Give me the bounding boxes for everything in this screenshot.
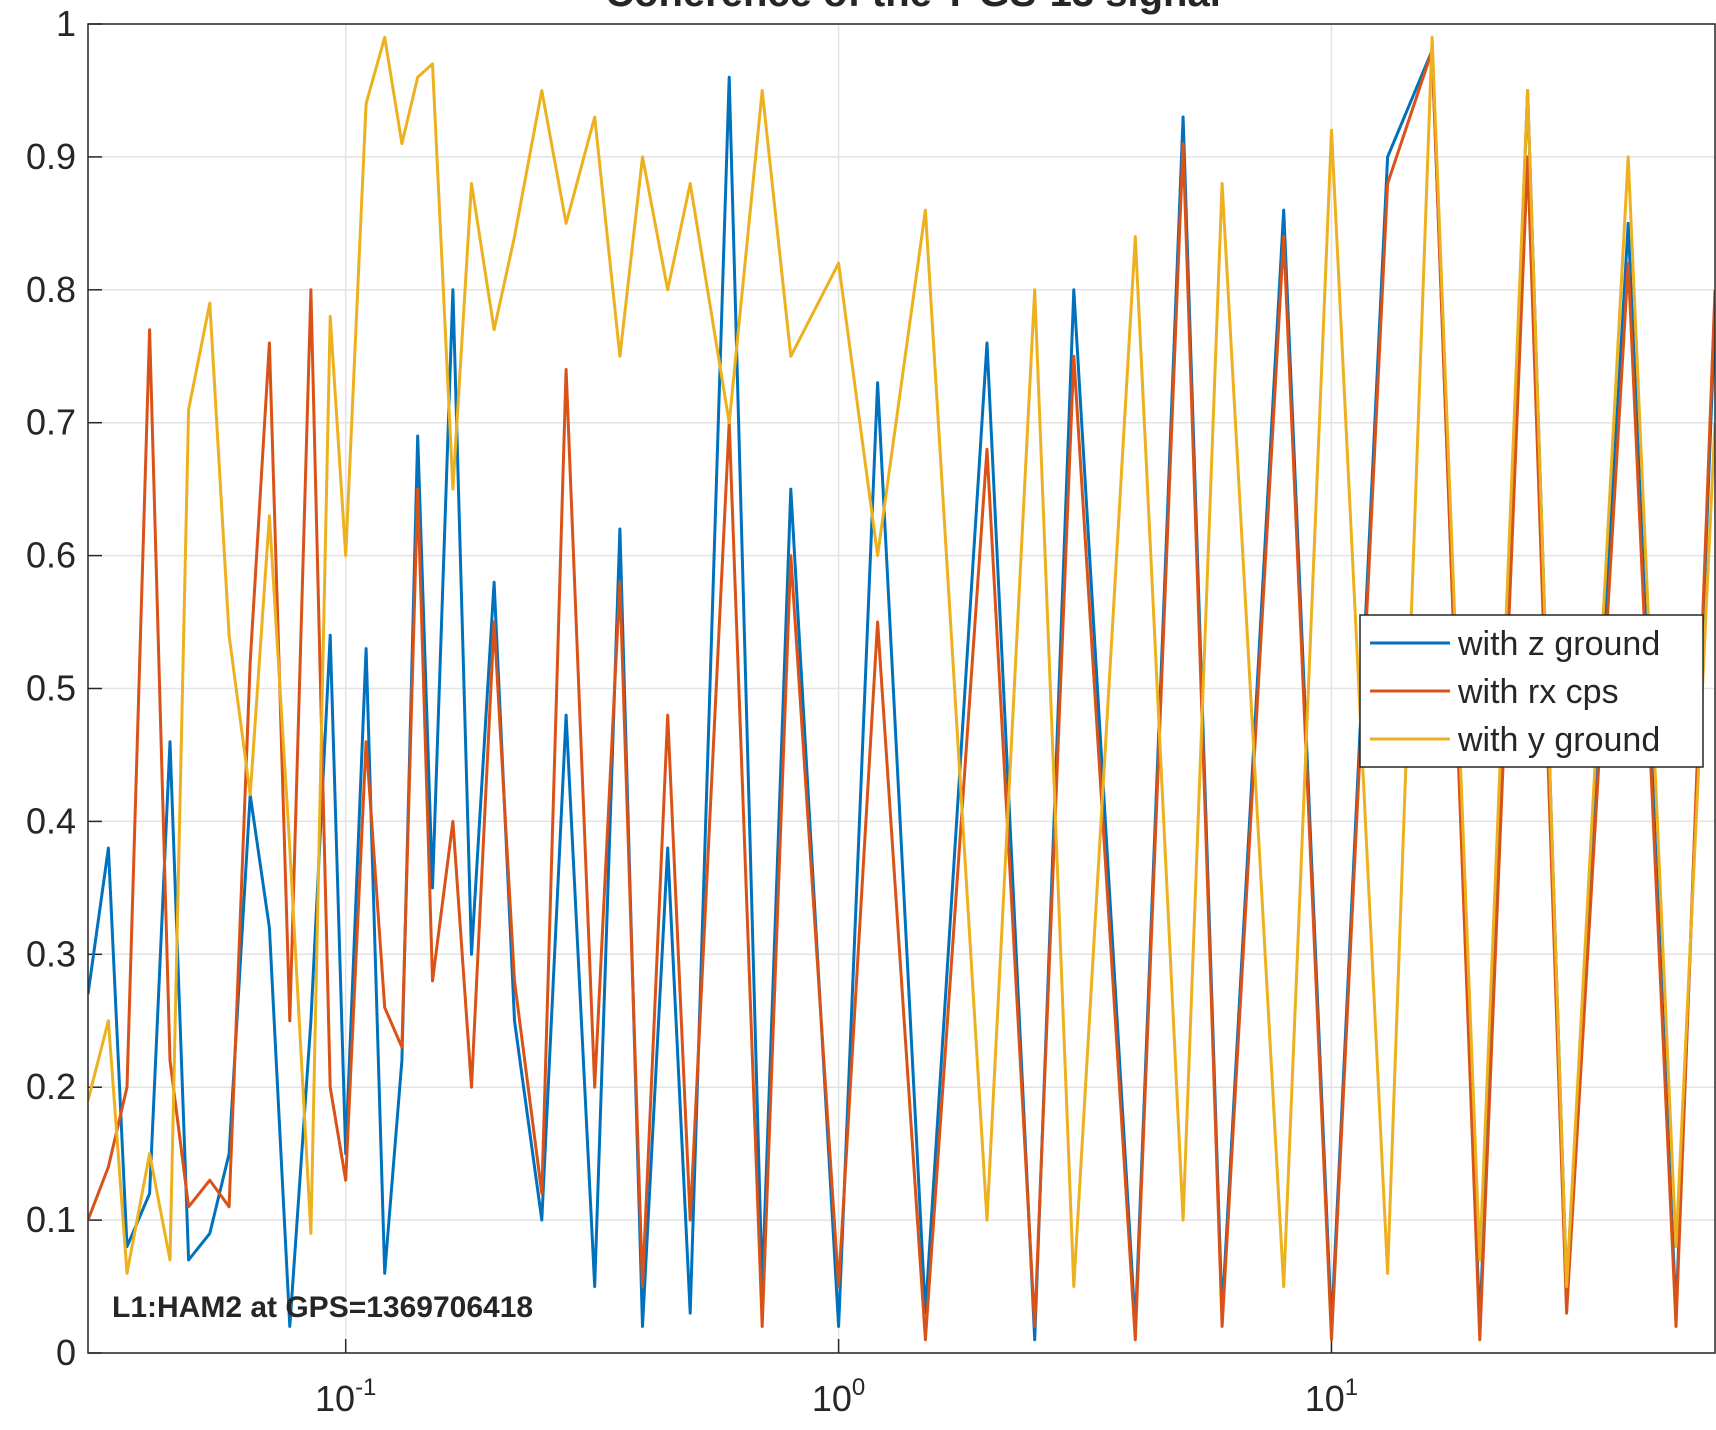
y-tick-label: 0.5 [26, 668, 76, 709]
x-tick-exponent: 1 [1345, 1374, 1358, 1401]
series-line [88, 49, 1715, 1342]
y-tick-label: 0.7 [26, 402, 76, 443]
axes-box [87, 23, 1716, 1354]
x-tick-base: 10 [812, 1378, 852, 1419]
x-tick-base: 10 [1305, 1378, 1345, 1419]
x-tick-label: 10-1 [315, 1374, 376, 1419]
legend-label: with rx cps [1457, 673, 1619, 711]
x-tick-label: 100 [812, 1374, 865, 1419]
legend-label: with y ground [1457, 721, 1660, 759]
y-tick-label: 0.4 [26, 800, 76, 841]
y-tick-label: 0.3 [26, 933, 76, 974]
y-tick-label: 0.8 [26, 269, 76, 310]
legend-label: with z ground [1457, 625, 1660, 663]
x-tick-label: 101 [1305, 1374, 1358, 1419]
y-tick-label: 0 [56, 1332, 76, 1373]
y-tick-label: 0.1 [26, 1199, 76, 1240]
y-tick-label: 0.9 [26, 136, 76, 177]
x-tick-base: 10 [315, 1378, 355, 1419]
x-tick-exponent: -1 [355, 1374, 376, 1401]
series-line [88, 35, 1715, 1288]
y-tick-label: 1 [56, 3, 76, 44]
y-tick-label: 0.6 [26, 535, 76, 576]
chart-title: Coherence of the T-GS-13 signal [605, 0, 1221, 15]
annotation: L1:HAM2 at GPS=1369706418 [112, 1291, 533, 1324]
y-tick-label: 0.2 [26, 1066, 76, 1107]
x-tick-exponent: 0 [852, 1374, 865, 1401]
